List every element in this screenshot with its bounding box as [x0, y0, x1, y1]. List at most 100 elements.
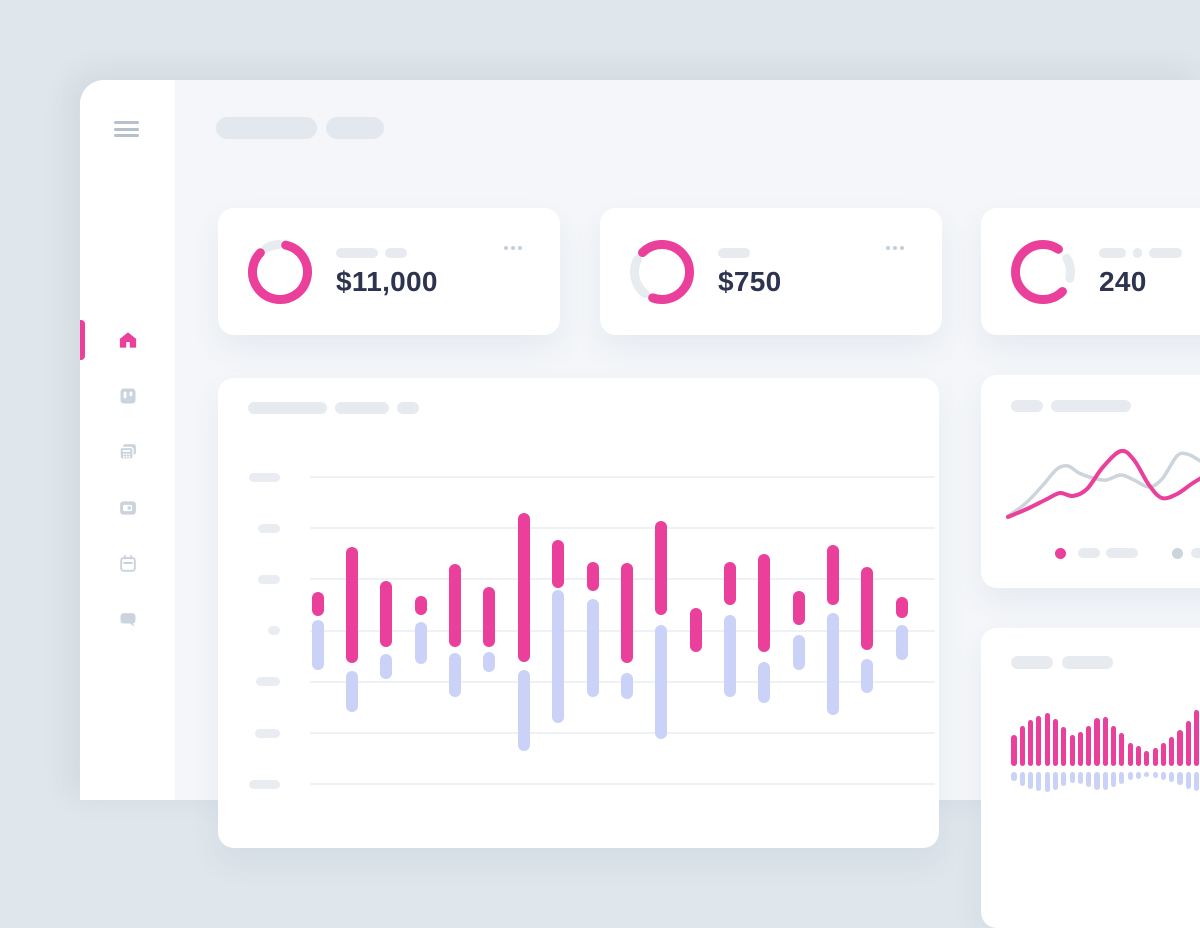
mini-bar-lavender	[1102, 772, 1108, 790]
mini-bar-pink	[1077, 732, 1083, 766]
gridline	[310, 476, 935, 478]
mini-bar-pink	[1185, 721, 1191, 766]
range-bar-lavender	[380, 654, 392, 679]
mini-bar-pink	[1094, 718, 1100, 766]
mini-bar-lavender	[1019, 772, 1025, 786]
card-menu-button[interactable]	[884, 244, 906, 252]
skeleton-bar	[1133, 247, 1142, 258]
page-title-skeleton	[216, 117, 384, 139]
mini-bar-pink	[1028, 720, 1034, 766]
axis-tick-skeleton	[258, 574, 280, 584]
skeleton-bar	[1099, 247, 1126, 258]
mini-bar-pink	[1127, 743, 1133, 766]
mini-bar-pink	[1069, 735, 1075, 766]
range-bar-pink	[346, 547, 358, 663]
line-series-muted-gray	[1006, 451, 1200, 518]
mini-bar-pink	[1135, 746, 1142, 766]
mini-bar-lavender	[1152, 772, 1158, 778]
donut-chart	[630, 239, 694, 304]
range-bar-lavender	[896, 625, 908, 660]
range-bar-lavender	[655, 625, 667, 739]
mini-bar-chart-card	[981, 628, 1200, 928]
range-bar-lavender	[724, 615, 736, 697]
mini-bar-lavender	[1036, 772, 1042, 791]
chart-title-skeleton	[1011, 400, 1131, 412]
range-bar-pink	[896, 597, 908, 618]
mini-bar-lavender	[1144, 772, 1150, 777]
legend-dot-pink	[1054, 548, 1066, 559]
axis-tick-skeleton	[268, 626, 280, 636]
skeleton-bar	[385, 247, 407, 258]
range-bar-pink	[793, 591, 805, 625]
mini-bar-pink	[1160, 743, 1166, 766]
mini-bar-lavender	[1086, 772, 1092, 787]
hamburger-menu-button[interactable]	[114, 121, 140, 137]
gridline	[310, 527, 935, 530]
range-bar-pink	[724, 562, 736, 605]
gridline	[310, 783, 935, 786]
range-bar-pink	[690, 608, 702, 652]
skeleton-bar	[336, 247, 378, 258]
app-panel: $11,000 $750 240	[80, 80, 1200, 928]
mini-bar-pink	[1044, 713, 1050, 766]
range-bar-lavender	[415, 622, 427, 664]
chat-icon	[120, 613, 135, 627]
mini-bar-lavender	[1044, 772, 1050, 792]
mini-bar-lavender	[1077, 772, 1083, 784]
label-skeleton	[718, 247, 782, 258]
range-bar-pink	[758, 554, 770, 652]
reports-icon	[118, 444, 136, 460]
mirrored-bar-chart	[981, 628, 1200, 928]
mini-bar-lavender	[1011, 772, 1017, 781]
mini-bar-pink	[1011, 735, 1017, 766]
mini-bar-pink	[1052, 719, 1059, 766]
mini-bar-lavender	[1061, 772, 1067, 786]
axis-tick-skeleton	[249, 472, 280, 482]
mini-bar-pink	[1177, 730, 1183, 766]
sidebar-item-messages[interactable]	[80, 602, 175, 638]
chart-title-skeleton	[1011, 656, 1113, 669]
mini-bar-lavender	[1119, 772, 1125, 784]
wallet-icon	[119, 501, 136, 515]
line-chart-card	[981, 375, 1200, 588]
board-icon	[120, 388, 135, 404]
mini-bar-lavender	[1127, 772, 1133, 780]
sidebar-item-wallet[interactable]	[80, 490, 175, 526]
range-bar-pink	[587, 562, 599, 591]
donut-chart	[248, 239, 312, 304]
line-chart	[1006, 448, 1200, 519]
label-skeleton	[1099, 247, 1182, 258]
stat-card-revenue: $11,000	[218, 208, 560, 335]
stat-card-count: 240	[981, 208, 1200, 335]
floating-bar-chart	[218, 378, 939, 848]
sidebar-item-calendar[interactable]	[80, 546, 175, 582]
range-bar-lavender	[483, 652, 495, 672]
mini-bar-pink	[1019, 726, 1025, 766]
range-bar-pink	[380, 581, 392, 647]
sidebar-item-board[interactable]	[80, 378, 175, 414]
axis-tick-skeleton	[258, 523, 280, 533]
range-bar-pink	[449, 564, 461, 647]
sidebar-item-reports[interactable]	[80, 434, 175, 470]
range-bar-pink	[312, 592, 324, 616]
range-bar-pink	[621, 563, 633, 663]
range-bar-lavender	[827, 613, 839, 715]
legend-skeleton-bar	[1078, 548, 1100, 558]
sidebar-item-home[interactable]	[80, 322, 175, 358]
mini-bar-lavender	[1028, 772, 1034, 789]
skeleton-bar	[1149, 247, 1182, 258]
mini-bar-lavender	[1111, 772, 1117, 787]
range-bar-lavender	[518, 670, 530, 751]
range-bar-pink	[415, 596, 427, 615]
legend-skeleton-bar	[1191, 548, 1200, 558]
range-bar-pink	[861, 567, 873, 650]
range-bar-lavender	[552, 590, 564, 723]
range-bar-lavender	[449, 653, 461, 697]
mini-bar-lavender	[1194, 772, 1200, 791]
mini-bar-pink	[1119, 733, 1125, 766]
range-bar-pink	[655, 521, 667, 615]
mini-bar-pink	[1086, 726, 1092, 766]
axis-tick-skeleton	[256, 677, 280, 687]
mini-bar-pink	[1194, 710, 1200, 766]
card-menu-button[interactable]	[502, 244, 524, 252]
